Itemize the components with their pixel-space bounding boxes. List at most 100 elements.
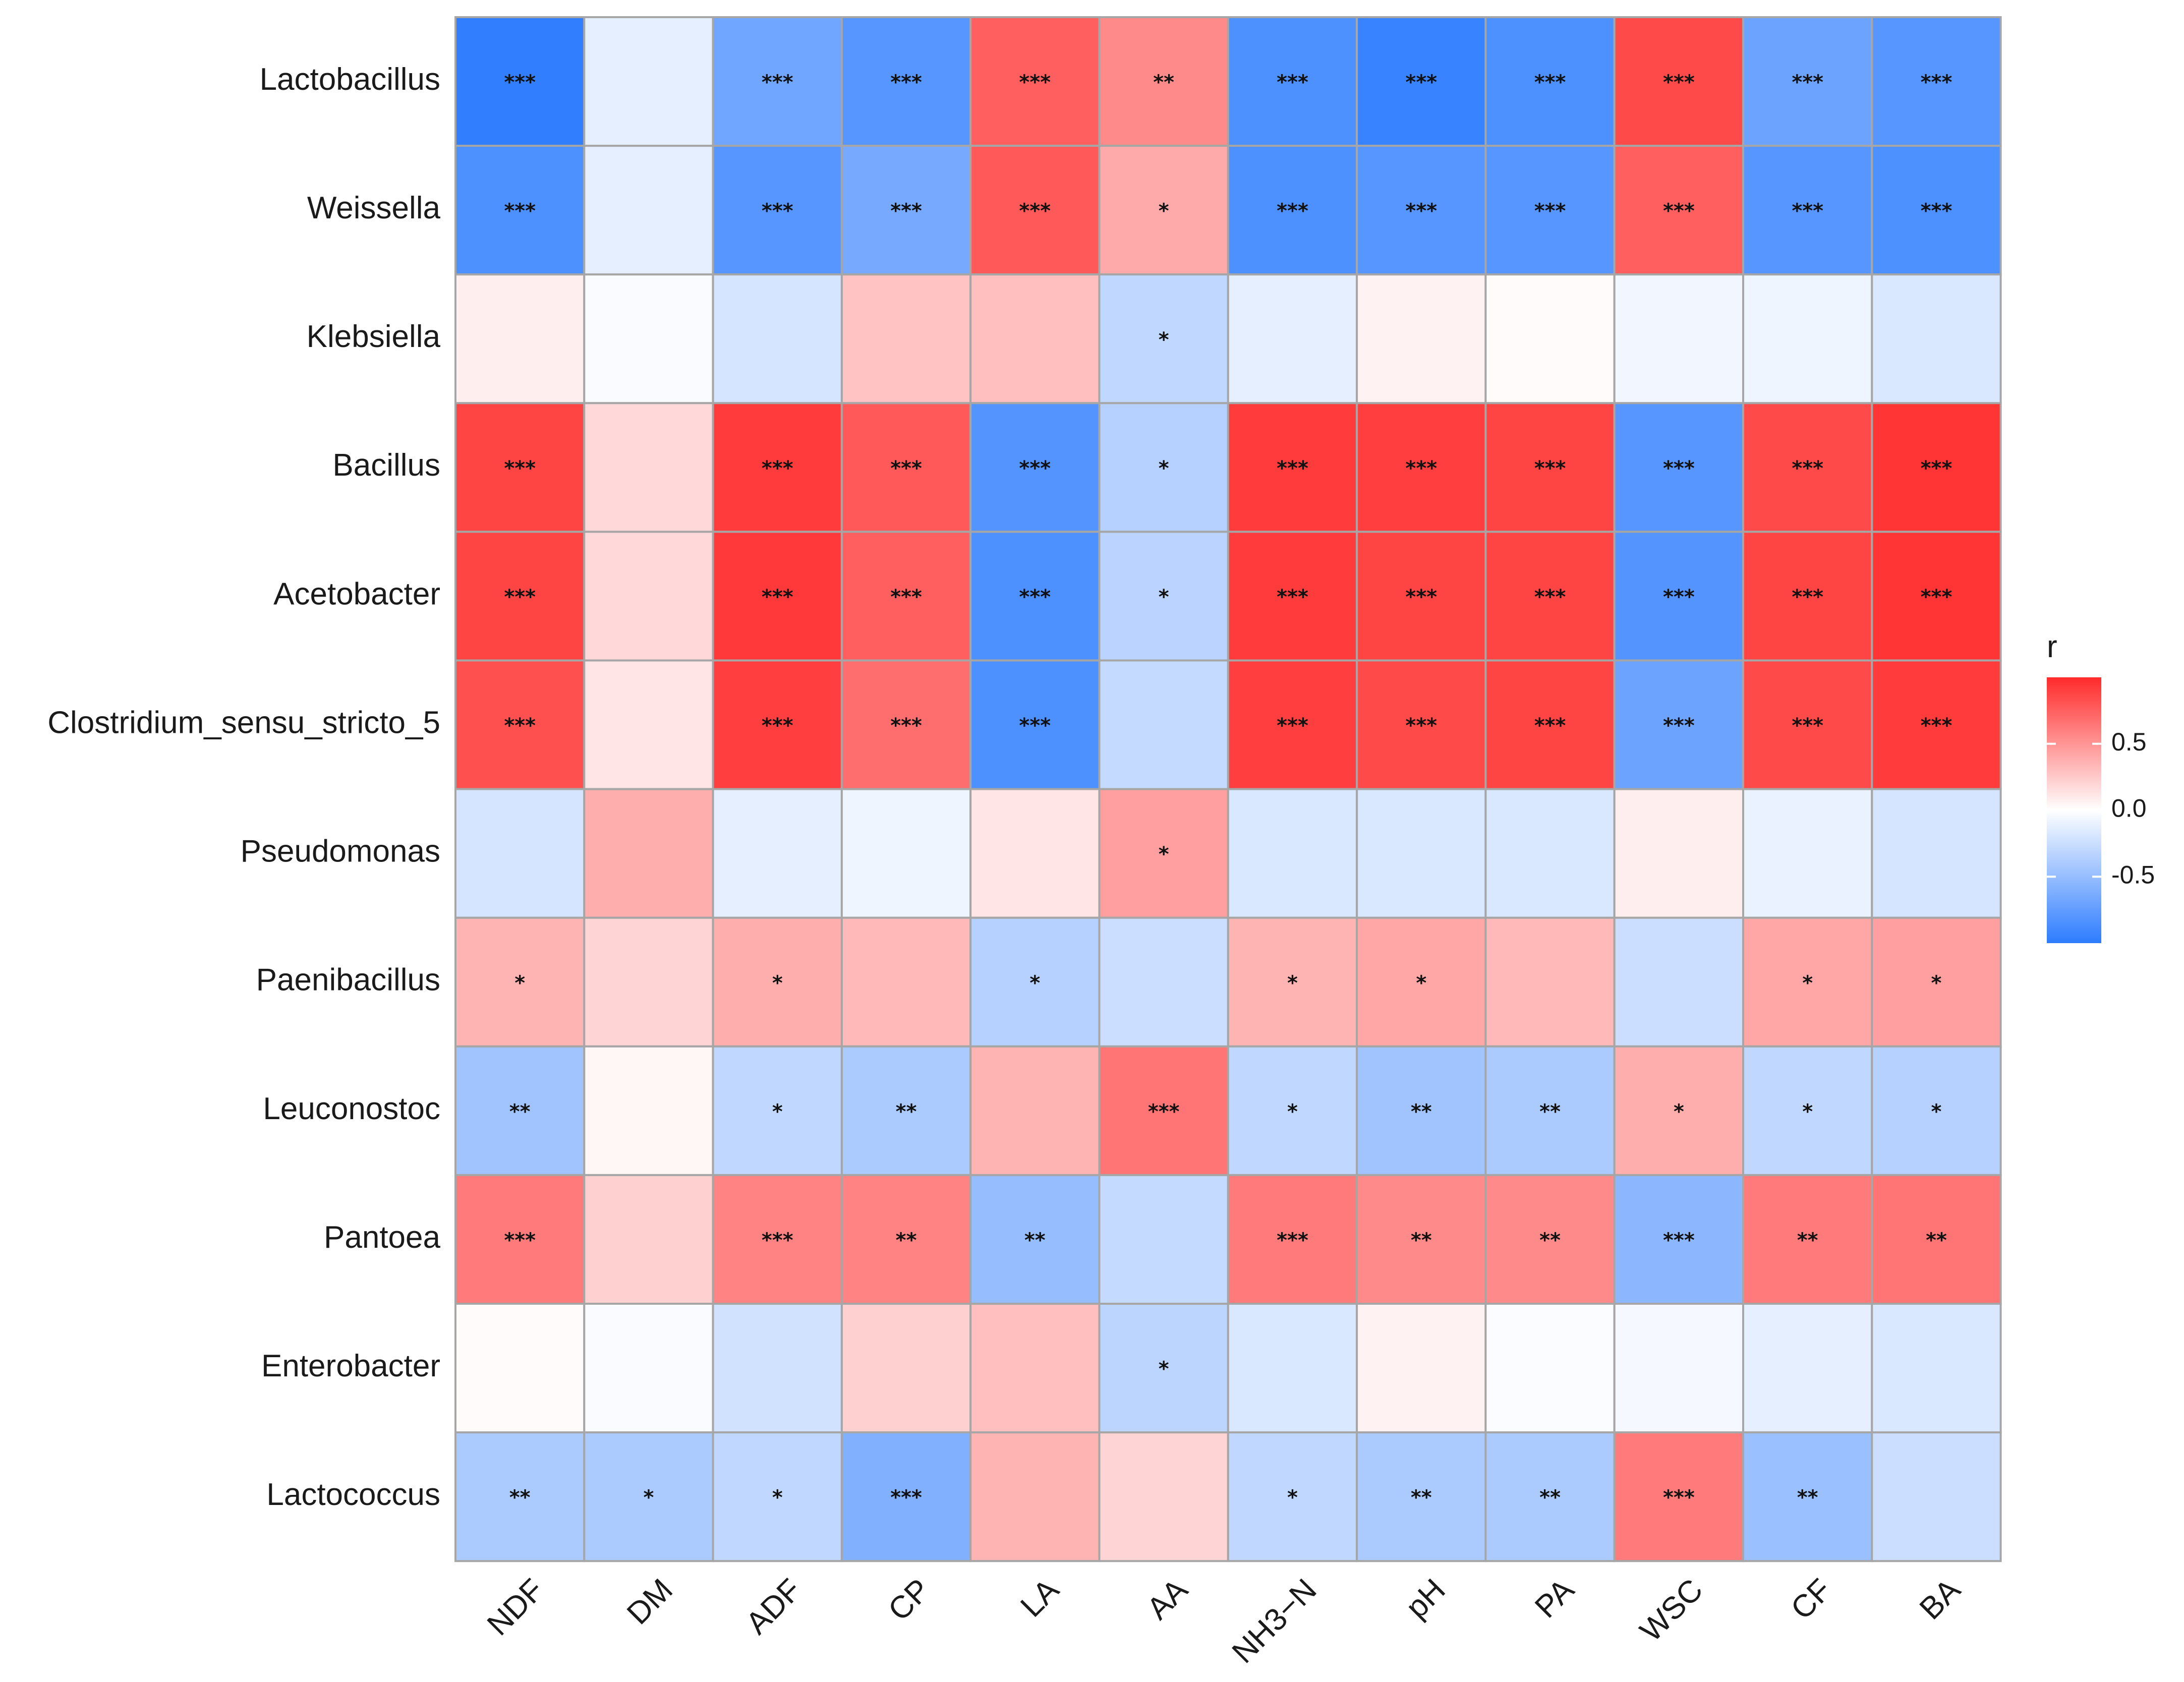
row-labels: Lactobacillus Weissella Klebsiella Bacillus…: [47, 62, 440, 1512]
heatmap-cell: [1742, 1045, 1873, 1176]
heatmap-cell: [712, 659, 843, 790]
significance-mark: *: [1159, 843, 1169, 866]
significance-mark: ***: [504, 200, 536, 223]
heatmap-cell: [454, 788, 586, 919]
significance-mark: *: [1802, 971, 1813, 995]
heatmap-cell: [969, 1045, 1101, 1176]
significance-mark: *: [772, 1486, 783, 1510]
significance-mark: ***: [762, 1229, 793, 1252]
heatmap-cell: [1098, 916, 1229, 1048]
significance-mark: **: [509, 1100, 531, 1123]
row-label: Acetobacter: [273, 576, 440, 611]
significance-mark: *: [1159, 328, 1169, 352]
heatmap-cell: [1098, 1431, 1229, 1562]
significance-mark: ***: [1405, 71, 1437, 94]
significance-mark: *: [772, 1100, 783, 1123]
heatmap-cell: [969, 1431, 1101, 1562]
significance-mark: *: [644, 1486, 654, 1510]
column-label: AA: [1140, 1572, 1195, 1627]
significance-mark: ***: [1534, 457, 1566, 480]
significance-mark: **: [509, 1486, 531, 1510]
significance-mark: ***: [1534, 200, 1566, 223]
significance-mark: ***: [1019, 586, 1051, 609]
significance-mark: ***: [1792, 71, 1823, 94]
heatmap-cell: [712, 1303, 843, 1434]
heatmap-cell: [969, 1174, 1101, 1305]
significance-mark: ***: [1019, 457, 1051, 480]
significance-mark: ***: [1405, 586, 1437, 609]
heatmap-cell: [454, 273, 586, 404]
significance-mark: **: [896, 1100, 917, 1123]
significance-mark: ***: [1921, 71, 1952, 94]
significance-mark: ***: [1148, 1100, 1180, 1123]
significance-mark: ***: [1277, 586, 1308, 609]
significance-mark: *: [1029, 971, 1040, 995]
heatmap-cells: [454, 16, 2002, 1562]
significance-mark: *: [1674, 1100, 1684, 1123]
heatmap-cell: [583, 1174, 714, 1305]
heatmap-cell: [1742, 1303, 1873, 1434]
heatmap-cell: [1098, 531, 1229, 662]
significance-mark: **: [1539, 1229, 1561, 1252]
heatmap-cell: [1098, 1303, 1229, 1434]
column-labels: NDF DM ADF CP LA AA NH3−N pH PA WSC CF BA: [481, 1572, 1968, 1670]
heatmap-cell: [583, 1303, 714, 1434]
heatmap-cell: [969, 531, 1101, 662]
heatmap-cell: [712, 1431, 843, 1562]
heatmap-cell: [1871, 1303, 2002, 1434]
heatmap-cell: [583, 531, 714, 662]
significance-mark: ***: [504, 71, 536, 94]
significance-mark: ***: [1277, 457, 1308, 480]
heatmap-cell: [1871, 145, 2002, 276]
significance-mark: *: [1287, 971, 1298, 995]
color-legend: r 0.5 0.0 -0.5: [2047, 629, 2155, 943]
significance-mark: *: [1287, 1486, 1298, 1510]
heatmap-cell: [1356, 659, 1487, 790]
significance-mark: ***: [762, 71, 793, 94]
significance-mark: ***: [890, 714, 922, 737]
significance-mark: **: [1153, 71, 1174, 94]
heatmap-cell: [1484, 1303, 1616, 1434]
significance-mark: ***: [1663, 1229, 1695, 1252]
heatmap-cell: [1227, 659, 1358, 790]
heatmap-cell: [840, 1045, 972, 1176]
heatmap-cell: [1227, 145, 1358, 276]
significance-mark: ***: [1405, 200, 1437, 223]
heatmap-cell: [1742, 1174, 1873, 1305]
row-label: Weissella: [307, 191, 441, 225]
heatmap-cell: [1871, 659, 2002, 790]
significance-mark: ***: [1277, 200, 1308, 223]
heatmap-cell: [1484, 1045, 1616, 1176]
significance-mark: *: [1931, 1100, 1942, 1123]
heatmap-cell: [1871, 1045, 2002, 1176]
heatmap-cell: [840, 531, 972, 662]
significance-mark: *: [1287, 1100, 1298, 1123]
significance-mark: ***: [890, 457, 922, 480]
heatmap-cell: [969, 916, 1101, 1048]
heatmap-cell: [712, 788, 843, 919]
significance-mark: *: [772, 971, 783, 995]
heatmap-cell: [1484, 16, 1616, 147]
significance-mark: **: [1797, 1229, 1818, 1252]
row-label: Lactococcus: [266, 1477, 440, 1512]
heatmap-cell: [840, 16, 972, 147]
heatmap-cell: [969, 788, 1101, 919]
row-label: Bacillus: [332, 448, 440, 483]
heatmap-cell: [1613, 916, 1744, 1048]
significance-mark: ***: [1921, 714, 1952, 737]
heatmap-cell: [583, 273, 714, 404]
legend-tick-label: 0.0: [2111, 794, 2147, 823]
significance-mark: ***: [504, 586, 536, 609]
heatmap-cell: [1613, 1303, 1744, 1434]
significance-mark: ***: [1277, 714, 1308, 737]
heatmap-cell: [1871, 16, 2002, 147]
heatmap-cell: [583, 1431, 714, 1562]
legend-tick-label: -0.5: [2111, 861, 2155, 889]
heatmap-cell: [969, 16, 1101, 147]
heatmap-cell: [1356, 273, 1487, 404]
heatmap-cell: [1356, 788, 1487, 919]
significance-mark: ***: [1019, 714, 1051, 737]
legend-tick-label: 0.5: [2111, 728, 2147, 756]
significance-mark: ***: [504, 714, 536, 737]
heatmap-cell: [1742, 788, 1873, 919]
